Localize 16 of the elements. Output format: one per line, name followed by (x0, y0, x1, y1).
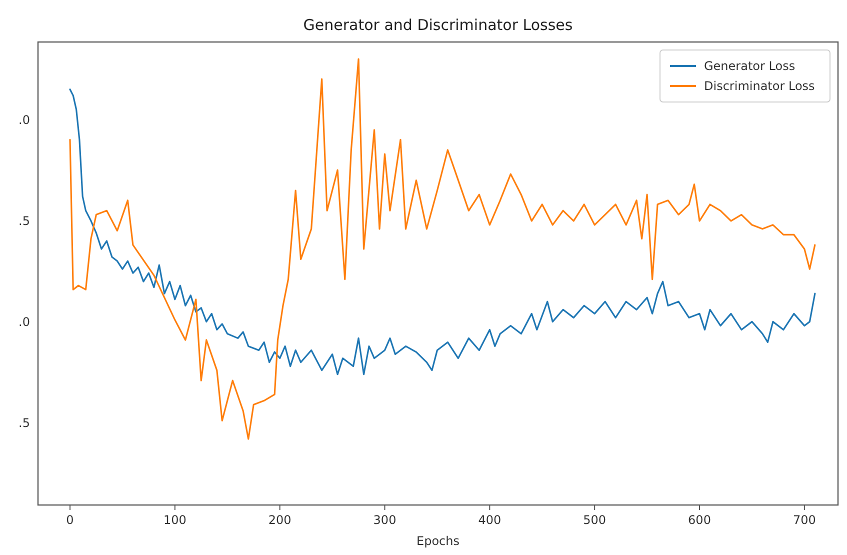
x-tick-label: 100 (163, 513, 186, 527)
text: .0 (18, 315, 30, 330)
text: .0 (18, 113, 30, 128)
x-tick-label: 300 (373, 513, 396, 527)
text: .5 (18, 214, 30, 228)
x-tick-label: 600 (688, 513, 711, 527)
legend-label: Generator Loss (704, 59, 796, 74)
text: .5 (18, 416, 30, 430)
x-tick-label: 400 (478, 513, 502, 527)
x-axis-title: Epochs (416, 534, 460, 548)
chart-title: Generator and Discriminator Losses (303, 16, 573, 34)
x-tick-label: 200 (268, 513, 292, 527)
legend-label: Discriminator Loss (704, 79, 815, 94)
x-tick-label: 0 (66, 513, 74, 527)
x-tick-label: 700 (792, 513, 816, 527)
x-tick-label: 500 (583, 513, 606, 527)
